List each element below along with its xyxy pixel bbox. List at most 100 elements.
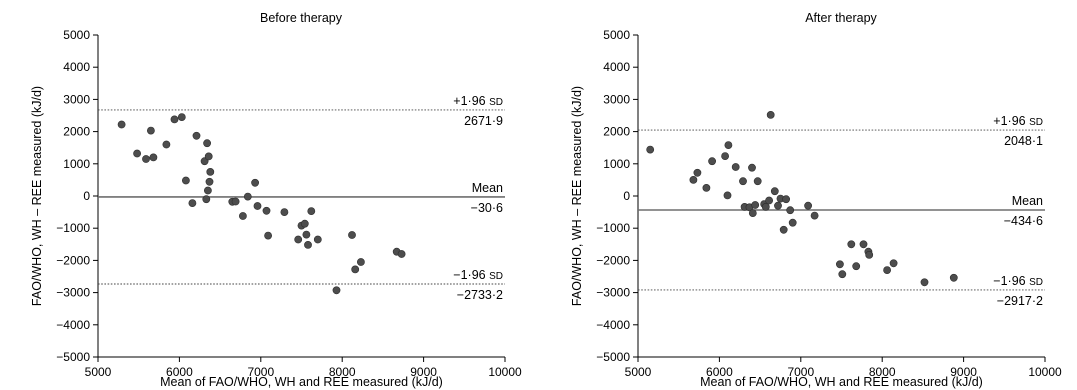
data-point xyxy=(142,155,150,163)
data-point xyxy=(356,258,365,266)
data-point xyxy=(202,195,211,204)
x-tick-label: 6000 xyxy=(166,365,193,379)
y-tick-label: −3000 xyxy=(56,286,90,300)
x-tick-label: 8000 xyxy=(329,365,356,379)
panel-title: Before therapy xyxy=(260,11,343,25)
data-point xyxy=(804,201,812,210)
data-point xyxy=(788,218,797,227)
y-tick-label: −5000 xyxy=(596,350,630,364)
data-point xyxy=(149,153,158,162)
data-point xyxy=(779,225,788,234)
lower-label-sd: SD xyxy=(1029,277,1043,288)
data-point xyxy=(205,177,214,186)
data-point xyxy=(203,139,211,148)
data-point xyxy=(883,266,891,274)
data-point xyxy=(693,168,702,177)
data-point xyxy=(307,207,316,215)
y-tick-label: −4000 xyxy=(56,318,90,332)
data-point xyxy=(146,126,155,135)
x-tick-label: 5000 xyxy=(625,365,652,379)
data-point xyxy=(889,259,898,268)
data-point xyxy=(859,240,868,249)
chart-panel-2: After therapy500040003000200010000−1000−… xyxy=(570,11,1062,389)
data-point xyxy=(751,201,760,209)
data-point xyxy=(847,240,856,249)
lower-label: −1·96 SD xyxy=(993,274,1043,288)
data-point xyxy=(761,202,770,211)
data-point xyxy=(181,176,190,185)
data-point xyxy=(782,195,790,204)
data-point xyxy=(313,235,322,244)
data-point xyxy=(708,157,716,166)
y-tick-label: 4000 xyxy=(63,60,90,74)
data-point xyxy=(253,202,262,210)
data-point xyxy=(348,231,356,239)
y-tick-label: −2000 xyxy=(56,253,90,267)
data-point xyxy=(251,178,259,187)
lower-label-sd: SD xyxy=(489,271,503,282)
data-point xyxy=(702,183,711,192)
data-point xyxy=(920,278,929,287)
upper-label-main: +1·96 xyxy=(993,114,1029,128)
data-point xyxy=(304,240,312,249)
mean-label: Mean xyxy=(472,181,503,195)
data-point xyxy=(786,206,795,215)
upper-label-sd: SD xyxy=(489,97,503,108)
y-tick-label: −5000 xyxy=(56,350,90,364)
data-point xyxy=(300,219,309,228)
mean-value: −434·6 xyxy=(1004,214,1043,228)
x-tick-label: 8000 xyxy=(869,365,896,379)
data-point xyxy=(770,187,779,196)
data-point xyxy=(397,250,406,258)
upper-value: 2048·1 xyxy=(1004,134,1043,148)
y-axis-title: FAO/WHO, WH – REE measured (kJ/d) xyxy=(570,86,584,306)
upper-label-sd: SD xyxy=(1029,117,1043,128)
data-point xyxy=(192,131,201,140)
data-point xyxy=(766,111,775,119)
x-tick-label: 5000 xyxy=(85,365,112,379)
data-point xyxy=(721,152,729,160)
data-point xyxy=(865,250,874,259)
data-point xyxy=(238,212,247,220)
mean-value: −30·6 xyxy=(471,201,503,215)
y-tick-label: 5000 xyxy=(63,28,90,42)
data-point xyxy=(739,177,747,186)
data-point xyxy=(177,113,186,121)
x-axis-title: Mean of FAO/WHO, WH and REE measured (kJ… xyxy=(160,375,443,389)
data-point xyxy=(724,141,733,149)
data-point xyxy=(689,175,698,184)
y-tick-label: 3000 xyxy=(63,92,90,106)
chart-panel-1: Before therapy500040003000200010000−1000… xyxy=(30,11,522,389)
x-tick-label: 7000 xyxy=(247,365,274,379)
data-point xyxy=(133,149,141,158)
y-tick-label: −3000 xyxy=(596,286,630,300)
data-point xyxy=(262,206,271,215)
data-point xyxy=(117,120,126,129)
y-tick-label: 1000 xyxy=(603,157,630,171)
data-point xyxy=(231,197,240,206)
upper-label: +1·96 SD xyxy=(453,94,503,108)
data-point xyxy=(280,208,289,216)
data-point xyxy=(838,270,847,279)
data-point xyxy=(332,286,341,295)
data-point xyxy=(774,201,782,210)
mean-label-main: Mean xyxy=(1012,194,1043,208)
x-tick-label: 9000 xyxy=(950,365,977,379)
lower-value: −2733·2 xyxy=(457,288,503,302)
lower-value: −2917·2 xyxy=(997,294,1043,308)
x-tick-label: 7000 xyxy=(787,365,814,379)
panel-title: After therapy xyxy=(805,11,877,25)
data-point xyxy=(162,140,171,149)
x-tick-label: 10000 xyxy=(488,365,522,379)
data-point xyxy=(243,192,252,201)
y-axis-title: FAO/WHO, WH – REE measured (kJ/d) xyxy=(30,86,44,306)
y-tick-label: 3000 xyxy=(603,92,630,106)
data-point xyxy=(264,231,272,240)
data-point xyxy=(852,262,861,271)
data-point xyxy=(646,145,655,154)
data-point xyxy=(294,235,303,244)
y-tick-label: 2000 xyxy=(603,125,630,139)
data-point xyxy=(949,273,958,282)
data-point xyxy=(188,199,197,207)
x-axis-title: Mean of FAO/WHO, WH and REE measured (kJ… xyxy=(700,375,983,389)
